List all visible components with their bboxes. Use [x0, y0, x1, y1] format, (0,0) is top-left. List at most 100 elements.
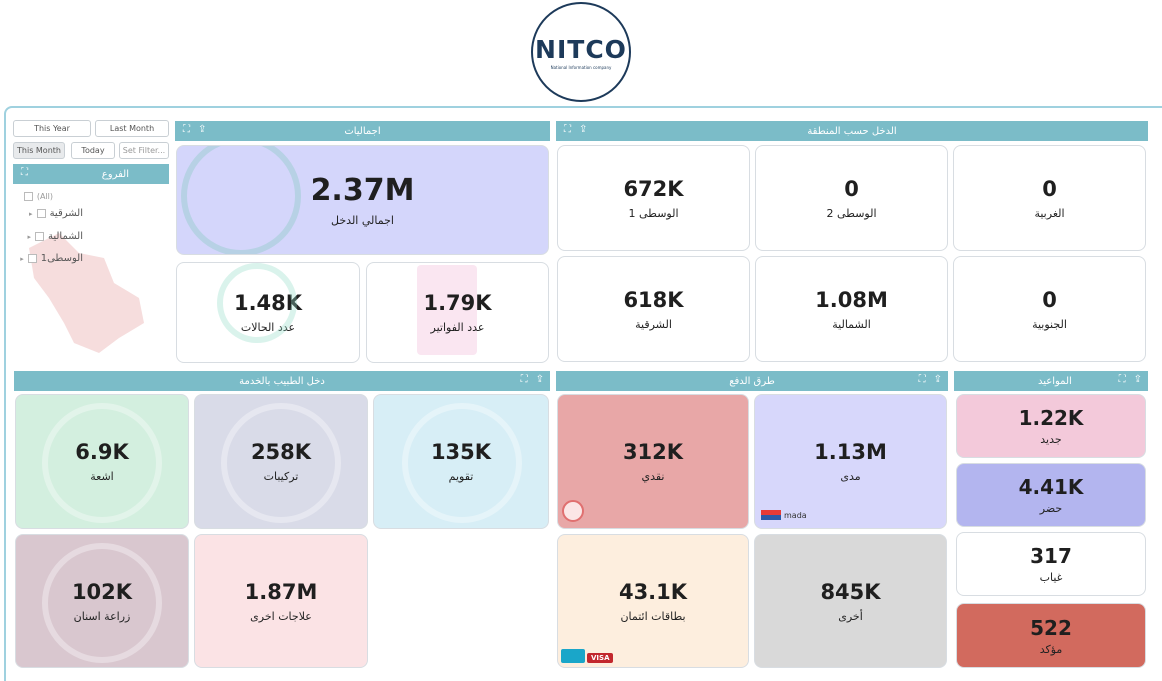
regions-title: الدخل حسب المنطقة	[807, 125, 897, 137]
branches-header: ⛶ الفروع	[13, 164, 169, 184]
branch-item-east[interactable]: الشرقية ▸	[29, 208, 83, 219]
company-logo: NITCO National Information company	[531, 2, 631, 102]
appointment-value: 1.22K	[1018, 406, 1084, 430]
totals-header: ⛶ ⇪ اجماليات	[175, 121, 550, 141]
appointment-label: غياب	[1039, 571, 1063, 584]
region-value: 672K	[623, 176, 684, 201]
expand-icon[interactable]: ⛶	[183, 124, 190, 135]
tooth-watermark-icon	[402, 403, 522, 523]
caret-right-icon[interactable]: ▸	[27, 232, 31, 241]
cases-tile: 1.48K عدد الحالات	[176, 262, 360, 363]
region-label: الغربية	[1034, 206, 1065, 220]
visa-icon: VISA	[587, 653, 614, 663]
set-filter-button[interactable]: Set Filter...	[119, 142, 169, 159]
dashboard-frame	[4, 106, 1162, 681]
expand-icon[interactable]: ⛶	[21, 167, 28, 178]
payment-label: بطاقات ائتمان	[620, 609, 686, 623]
logo-text: NITCO	[535, 34, 627, 64]
payment-value: 845K	[820, 579, 881, 604]
caret-right-icon[interactable]: ▸	[20, 254, 24, 263]
riyal-watermark-icon	[181, 146, 301, 254]
payment-label: أخرى	[838, 609, 863, 623]
tooth-watermark-icon	[217, 263, 297, 343]
doctor-title: دخل الطبيب بالخدمة	[239, 375, 325, 387]
tooth-watermark-icon	[221, 403, 341, 523]
appointment-label: مؤكد	[1039, 642, 1063, 656]
payment-title: طرق الدفع	[729, 375, 775, 387]
regions-header: ⛶ ⇪ الدخل حسب المنطقة	[556, 121, 1148, 141]
service-label: علاجات اخرى	[250, 609, 312, 623]
region-value: 0	[1042, 287, 1057, 312]
region-tile-south: 0 الجنوبية	[953, 256, 1146, 362]
branch-item-central1[interactable]: الوسطى1 ▸	[20, 253, 83, 264]
expand-icon[interactable]: ⛶	[1118, 374, 1126, 385]
export-icon[interactable]: ⇪	[933, 374, 942, 385]
branch-item-north[interactable]: الشمالية ▸	[27, 231, 83, 242]
region-label: الوسطى 1	[628, 206, 679, 220]
checkbox[interactable]	[27, 254, 37, 263]
region-label: الجنوبية	[1032, 317, 1067, 331]
payment-value: 43.1K	[618, 579, 688, 604]
service-tile-implants: 102K زراعة اسنان	[15, 534, 189, 668]
checkbox[interactable]	[35, 232, 44, 241]
region-label: الشرقية	[635, 317, 672, 331]
last-month-button[interactable]: Last Month	[95, 120, 169, 137]
expand-icon[interactable]: ⛶	[520, 374, 528, 385]
payment-tile-cash: 312K نقدي	[557, 394, 749, 529]
appointments-title: المواعيد	[1038, 375, 1072, 387]
appointment-label: حضر	[1039, 502, 1063, 515]
totals-title: اجماليات	[344, 125, 381, 137]
appointment-tile-confirmed: 522 مؤكد	[956, 603, 1146, 668]
riyal-coin-icon	[562, 500, 584, 522]
tooth-watermark-icon	[42, 403, 162, 523]
appointment-tile-new: 1.22K جديد	[956, 394, 1146, 458]
payment-label: مدى	[840, 470, 861, 483]
total-income-value: 2.37M	[310, 173, 415, 208]
saudi-map-icon	[29, 233, 144, 353]
appointment-label: جديد	[1040, 433, 1062, 446]
caret-right-icon[interactable]: ▸	[29, 209, 33, 218]
appointment-tile-attended: 4.41K حضر	[956, 463, 1146, 527]
region-tile-central2: 0 الوسطى 2	[755, 145, 948, 251]
checkbox[interactable]	[23, 192, 33, 201]
region-tile-west: 0 الغربية	[953, 145, 1146, 251]
region-value: 0	[844, 176, 859, 201]
export-icon[interactable]: ⇪	[1133, 374, 1142, 385]
export-icon[interactable]: ⇪	[535, 374, 544, 385]
export-icon[interactable]: ⇪	[198, 124, 207, 135]
appointment-value: 4.41K	[1018, 475, 1084, 499]
region-value: 0	[1042, 176, 1057, 201]
service-tile-other-treatments: 1.87M علاجات اخرى	[194, 534, 368, 668]
expand-icon[interactable]: ⛶	[564, 124, 571, 135]
appointment-tile-absent: 317 غياب	[956, 532, 1146, 596]
invoices-label: عدد الفواتير	[430, 321, 485, 334]
logo-subtitle: National Information company	[550, 64, 612, 70]
invoices-tile: 1.79K عدد الفواتير	[366, 262, 549, 363]
filter-panel: This Year Last Month This Month Today Se…	[11, 118, 171, 364]
region-tile-east: 618K الشرقية	[557, 256, 750, 362]
this-year-button[interactable]: This Year	[13, 120, 91, 137]
region-tile-north: 1.08M الشمالية	[755, 256, 948, 362]
service-tile-prosthetics: 258K تركيبات	[194, 394, 368, 529]
doctor-header: ⛶ ⇪ دخل الطبيب بالخدمة	[14, 371, 550, 391]
expand-icon[interactable]: ⛶	[918, 374, 926, 385]
service-tile-xray: 6.9K اشعة	[15, 394, 189, 529]
branch-item-all[interactable]: (All)	[23, 192, 53, 201]
service-tile-ortho: 135K تقويم	[373, 394, 549, 529]
region-value: 618K	[623, 287, 684, 312]
appointments-header: ⛶ ⇪ المواعيد	[954, 371, 1148, 391]
this-month-button[interactable]: This Month	[13, 142, 65, 159]
payment-value: 312K	[622, 440, 684, 464]
export-icon[interactable]: ⇪	[579, 124, 588, 135]
payment-value: 1.13M	[814, 440, 887, 464]
region-label: الشمالية	[832, 317, 871, 331]
mada-logo-icon: mada	[761, 510, 807, 520]
region-label: الوسطى 2	[826, 206, 877, 220]
mastercard-icon	[561, 649, 585, 663]
payment-tile-other: 845K أخرى	[754, 534, 947, 668]
checkbox[interactable]	[36, 209, 46, 218]
today-button[interactable]: Today	[71, 142, 115, 159]
appointment-value: 522	[1030, 615, 1072, 640]
total-income-label: اجمالي الدخل	[331, 214, 394, 227]
invoices-value: 1.79K	[423, 291, 492, 315]
